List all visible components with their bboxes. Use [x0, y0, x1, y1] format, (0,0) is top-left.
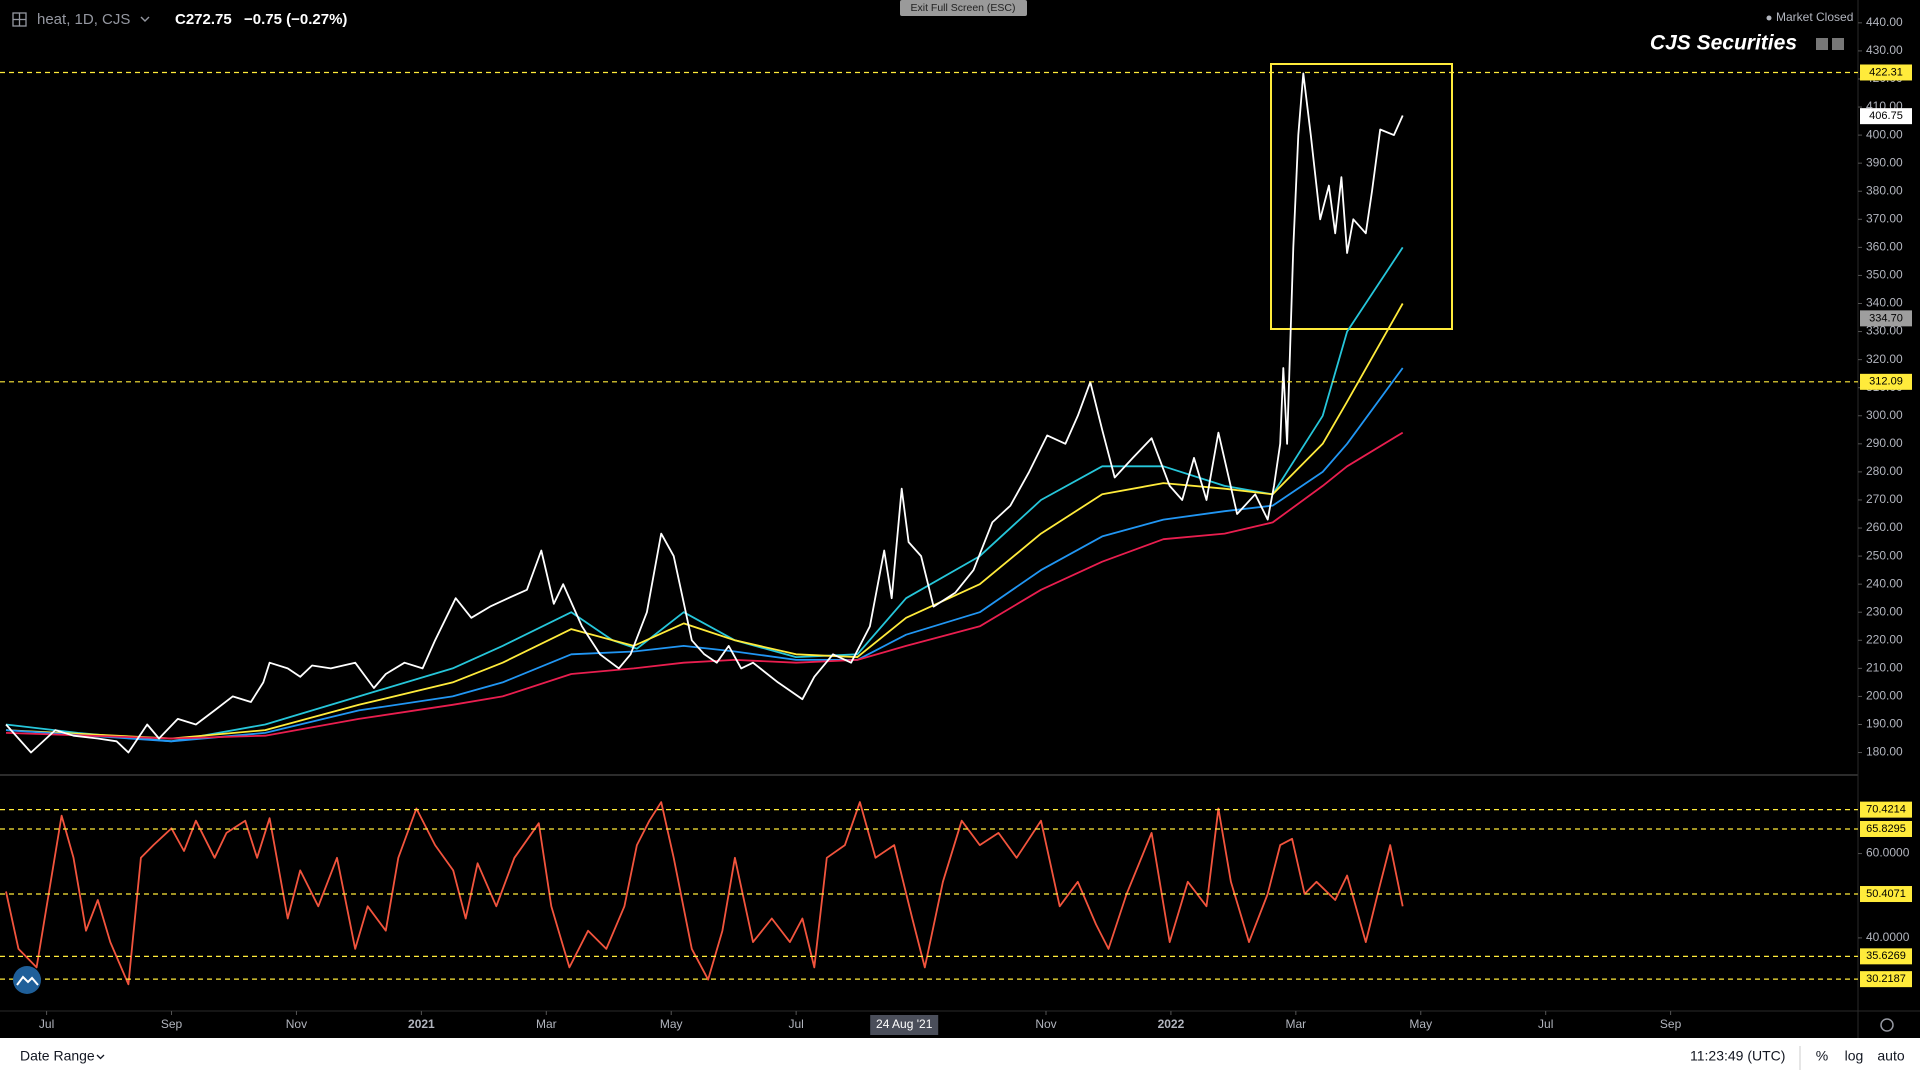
- highlight-box: [1270, 63, 1453, 330]
- exit-fullscreen-bg: [900, 0, 1027, 16]
- y-tick-label: 380.00: [1866, 183, 1903, 197]
- date-range-label: Date Range: [20, 1048, 95, 1064]
- hline-label-box: [1860, 948, 1912, 965]
- plot-layer: 180.00 190.00 200.00 210.00 220.00 230.00 240.…: [0, 15, 1912, 1035]
- x-tick-label: Mar: [1286, 1017, 1307, 1031]
- series-line: [5, 246, 1404, 743]
- price-change: −0.75 (−0.27%): [244, 11, 347, 28]
- y-tick-label: 330.00: [1866, 324, 1903, 338]
- x-tick-label: Mar: [536, 1017, 557, 1031]
- symbol-selector[interactable]: heat, 1D, CJS: [12, 11, 150, 28]
- hline-label: 422.31: [1869, 66, 1903, 78]
- date-range-button[interactable]: Date Range: [20, 1048, 105, 1064]
- hline-label-box: [1860, 373, 1912, 390]
- y-tick-label: 370.00: [1866, 211, 1903, 225]
- y-tick-label: 360.00: [1866, 240, 1903, 254]
- series-line: [5, 72, 1404, 754]
- hline-label: 70.4214: [1866, 804, 1906, 816]
- collapse-button[interactable]: [1816, 38, 1828, 50]
- y-tick-label: 230.00: [1866, 604, 1903, 618]
- price-marker-label: 406.75: [1869, 110, 1903, 122]
- y-tick-label: 190.00: [1866, 717, 1903, 731]
- hline-label: 65.8295: [1866, 823, 1906, 835]
- price-marker-label: 334.70: [1869, 312, 1903, 324]
- log-button[interactable]: log: [1845, 1048, 1864, 1064]
- hline-label-box: [1860, 801, 1912, 818]
- hline-label-box: [1860, 64, 1912, 81]
- y-tick-label: 40.0000: [1866, 930, 1910, 944]
- hline-label: 50.4071: [1866, 888, 1906, 900]
- y-tick-label: 300.00: [1866, 408, 1903, 422]
- x-tick-label: 2022: [1158, 1017, 1185, 1031]
- settings-button[interactable]: [1880, 1018, 1894, 1032]
- y-tick-label: 400.00: [1866, 127, 1903, 141]
- x-tick-label: Jul: [788, 1017, 803, 1031]
- y-tick-label: 210.00: [1866, 661, 1903, 675]
- expand-button[interactable]: [1832, 38, 1844, 50]
- hline-label-box: [1860, 886, 1912, 903]
- market-status: Market Closed: [1776, 10, 1853, 24]
- exit-fullscreen-label: Exit Full Screen (ESC): [910, 2, 1015, 14]
- exit-fullscreen[interactable]: Exit Full Screen (ESC): [900, 0, 1027, 16]
- auto-button[interactable]: auto: [1877, 1048, 1904, 1064]
- bottom-toolbar: [0, 1038, 1920, 1080]
- x-tick-label: Nov: [286, 1017, 307, 1031]
- y-tick-label: 430.00: [1866, 43, 1903, 57]
- hline-label-box: [1860, 820, 1912, 837]
- y-tick-label: 280.00: [1866, 464, 1903, 478]
- y-tick-label: 60.0000: [1866, 846, 1910, 860]
- hline-label: 35.6269: [1866, 950, 1906, 962]
- x-tick-label: Jul: [1538, 1017, 1553, 1031]
- y-tick-label: 320.00: [1866, 352, 1903, 366]
- y-tick-label: 290.00: [1866, 436, 1903, 450]
- x-tick-label: Sep: [1660, 1017, 1682, 1031]
- y-tick-label: 240.00: [1866, 576, 1903, 590]
- hline-label: 30.2187: [1866, 973, 1906, 985]
- y-tick-label: 390.00: [1866, 155, 1903, 169]
- series-line: [5, 367, 1404, 743]
- symbol-chevron: [140, 16, 150, 22]
- brand: CJS Securities: [1650, 32, 1797, 55]
- x-tick-label: May: [1409, 1017, 1432, 1031]
- y-tick-label: 260.00: [1866, 520, 1903, 534]
- price-marker-box: [1860, 310, 1912, 327]
- crosshair-date-box: [870, 1015, 939, 1035]
- y-tick-label: 340.00: [1866, 296, 1903, 310]
- x-tick-label: May: [660, 1017, 683, 1031]
- x-tick-label: Sep: [161, 1017, 183, 1031]
- y-tick-label: 180.00: [1866, 745, 1903, 759]
- status-dot: [1766, 15, 1772, 21]
- logo-mark: [16, 975, 39, 986]
- y-tick-label: 220.00: [1866, 632, 1903, 646]
- y-tick-label: 250.00: [1866, 548, 1903, 562]
- price-marker-box: [1860, 108, 1912, 125]
- symbol-label: heat, 1D, CJS: [37, 11, 130, 28]
- clock: 11:23:49 (UTC): [1690, 1048, 1785, 1064]
- x-tick-label: Nov: [1035, 1017, 1056, 1031]
- x-tick-label: Jul: [39, 1017, 54, 1031]
- y-tick-label: 200.00: [1866, 689, 1903, 703]
- percent-button[interactable]: %: [1816, 1048, 1828, 1064]
- hline-label: 312.09: [1869, 376, 1903, 388]
- y-tick-label: 440.00: [1866, 15, 1903, 29]
- y-tick-label: 350.00: [1866, 268, 1903, 282]
- crosshair-date-label: 24 Aug '21: [876, 1017, 933, 1031]
- series-line: [5, 801, 1404, 986]
- y-tick-label: 270.00: [1866, 492, 1903, 506]
- series-line: [5, 303, 1404, 740]
- date-range-chevron: [96, 1054, 105, 1060]
- last-price: C272.75: [175, 11, 232, 28]
- x-tick-label: 2021: [408, 1017, 435, 1031]
- hline-label-box: [1860, 971, 1912, 988]
